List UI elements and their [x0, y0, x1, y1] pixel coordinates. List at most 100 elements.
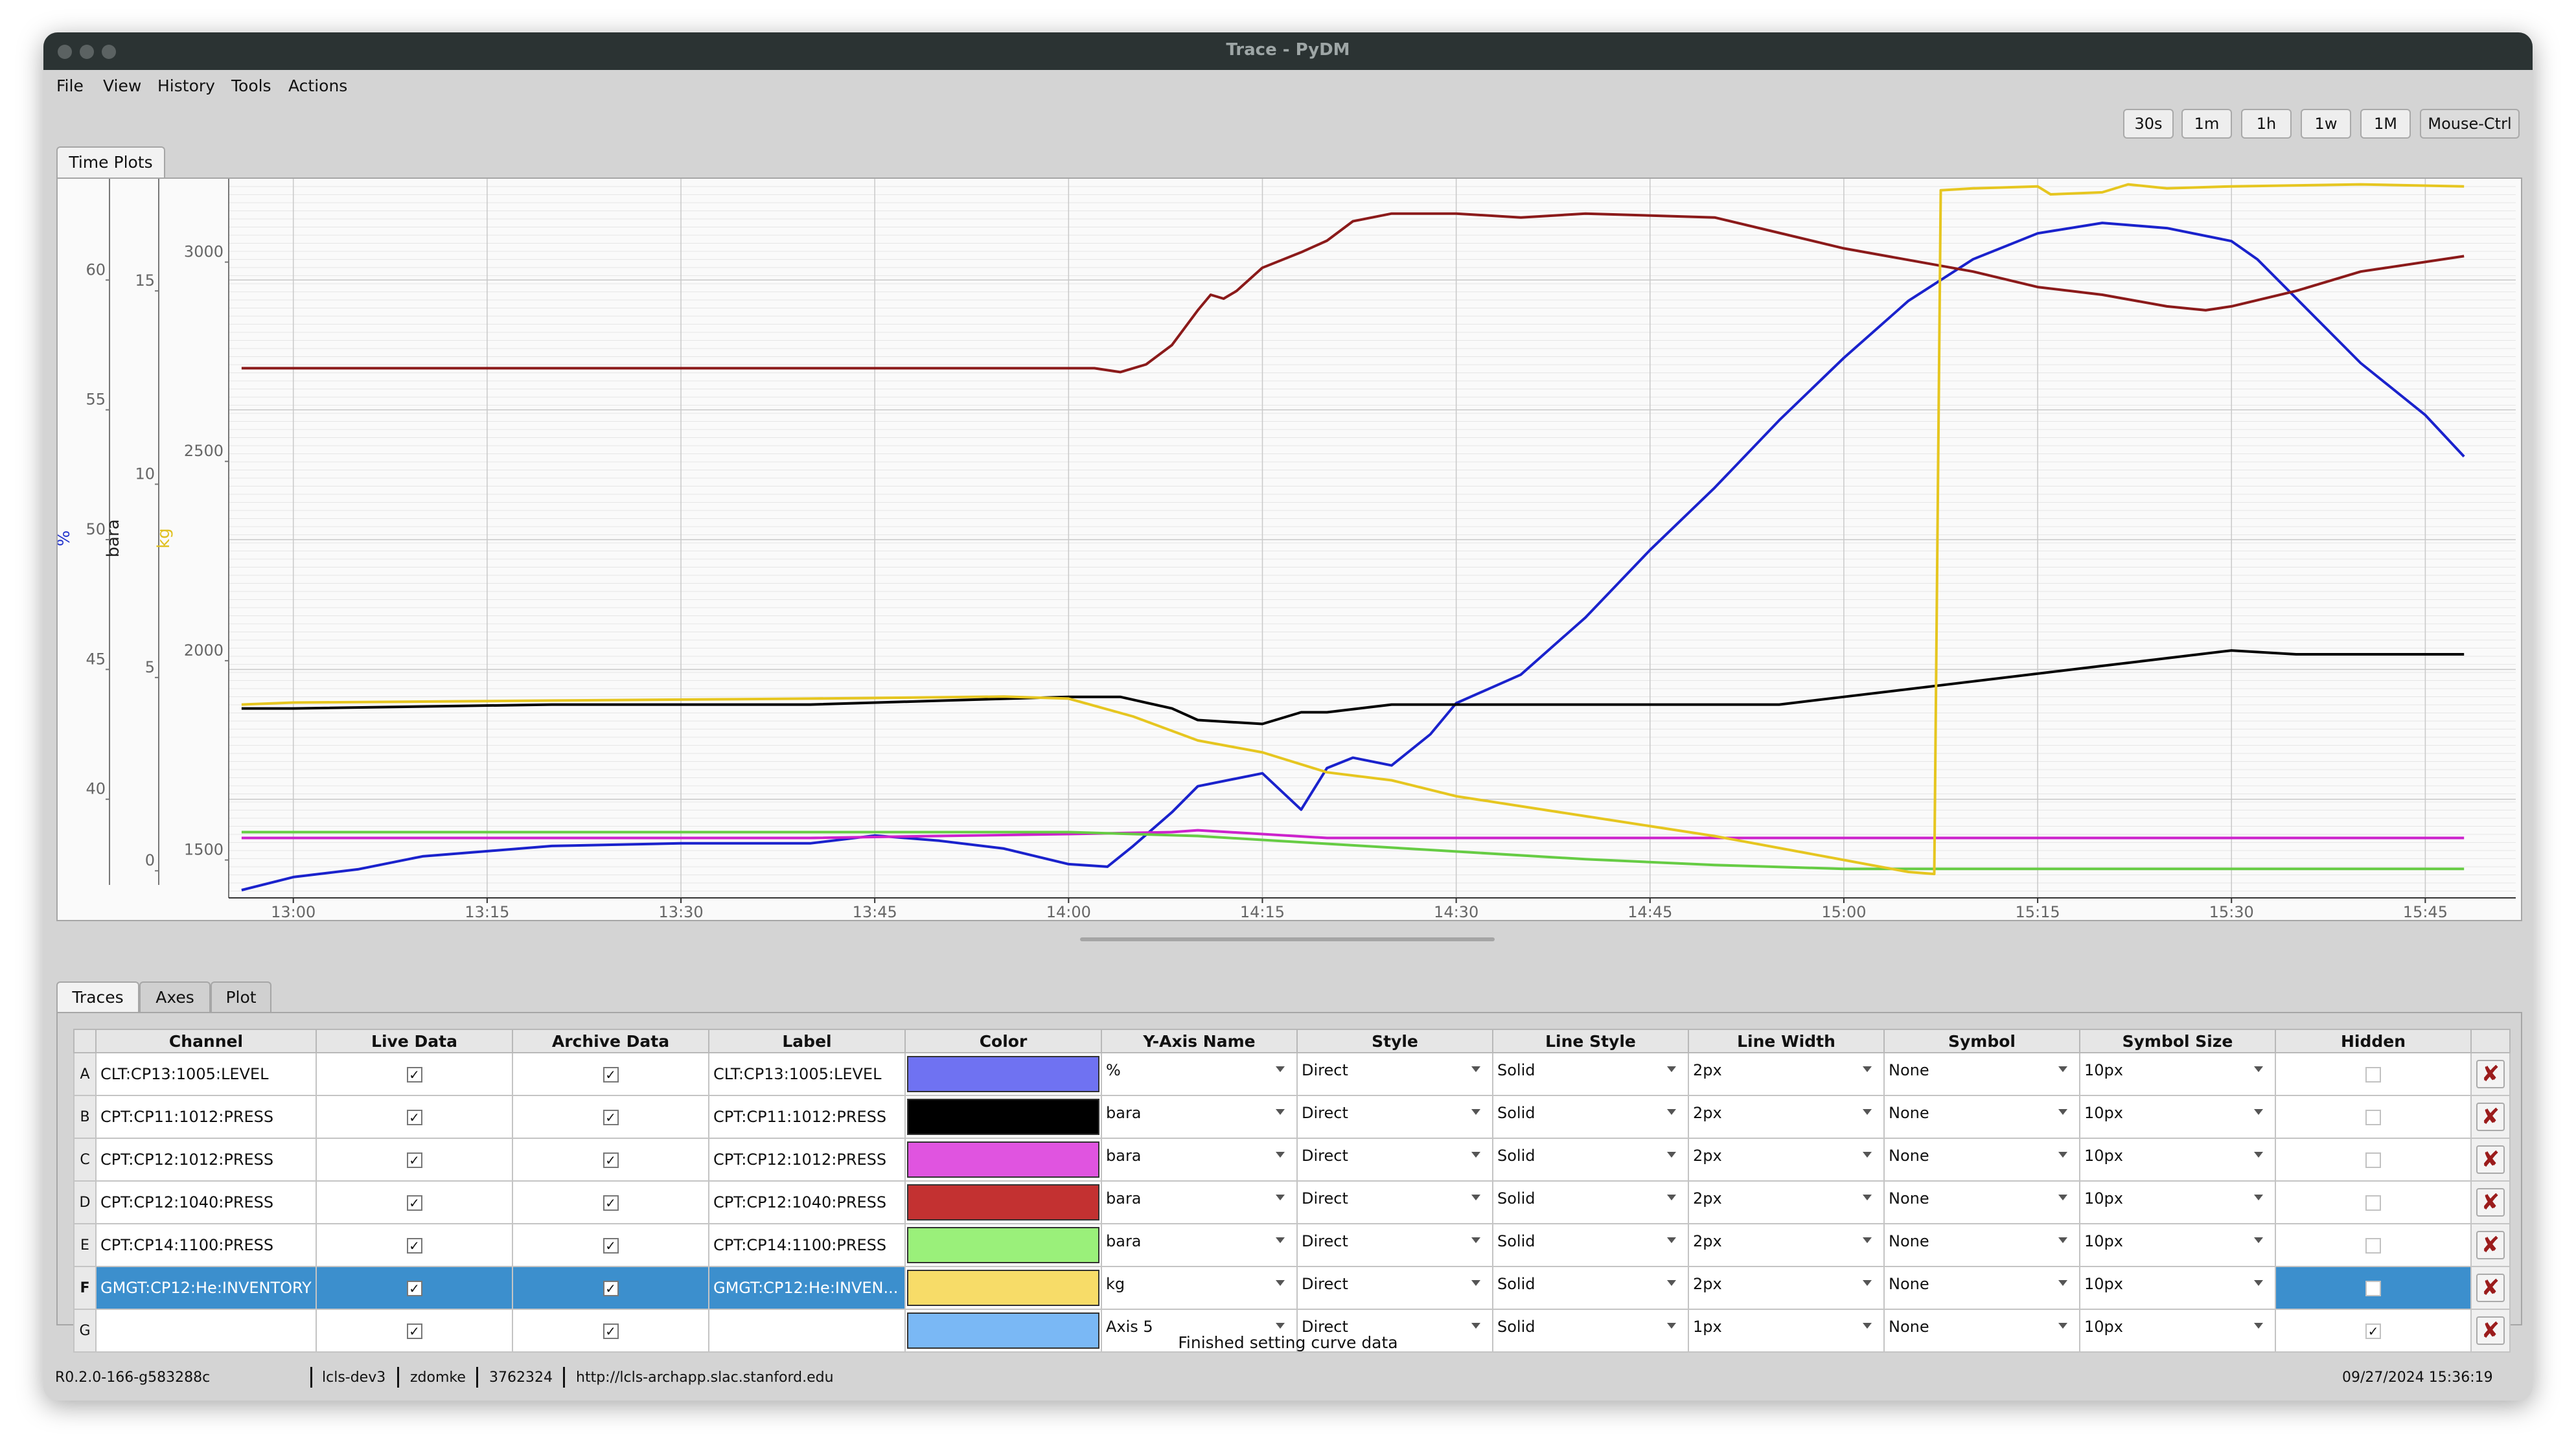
- mouse-ctrl-button[interactable]: Mouse-Ctrl: [2420, 109, 2520, 139]
- row-header[interactable]: E: [73, 1223, 97, 1267]
- y-axis-dropdown[interactable]: bara: [1106, 1097, 1296, 1137]
- y-axis-dropdown[interactable]: bara: [1106, 1225, 1296, 1265]
- live-data-checkbox[interactable]: ✓: [406, 1238, 422, 1254]
- line-style-dropdown[interactable]: Solid: [1497, 1311, 1687, 1351]
- style-dropdown[interactable]: Direct: [1302, 1268, 1491, 1308]
- symbol-dropdown[interactable]: None: [1889, 1054, 2078, 1094]
- header-live-data[interactable]: Live Data: [316, 1029, 513, 1053]
- archive-data-checkbox[interactable]: ✓: [603, 1067, 619, 1083]
- header-hidden[interactable]: Hidden: [2275, 1029, 2472, 1053]
- symbol-size-dropdown[interactable]: 10px: [2084, 1225, 2274, 1265]
- range-30s-button[interactable]: 30s: [2123, 109, 2174, 139]
- delete-curve-button[interactable]: ✘: [2476, 1274, 2505, 1302]
- line-style-dropdown[interactable]: Solid: [1497, 1140, 1687, 1180]
- label-cell[interactable]: CPT:CP12:1012:PRESS: [708, 1138, 906, 1182]
- color-swatch[interactable]: [907, 1141, 1099, 1178]
- archive-data-checkbox[interactable]: ✓: [603, 1281, 619, 1296]
- maximize-window-icon[interactable]: [102, 45, 116, 59]
- live-data-checkbox[interactable]: ✓: [406, 1067, 422, 1083]
- header-style[interactable]: Style: [1296, 1029, 1493, 1053]
- symbol-size-dropdown[interactable]: 10px: [2084, 1182, 2274, 1222]
- line-width-dropdown[interactable]: 2px: [1693, 1140, 1883, 1180]
- symbol-size-dropdown[interactable]: 10px: [2084, 1097, 2274, 1137]
- line-width-dropdown[interactable]: 2px: [1693, 1054, 1883, 1094]
- label-cell[interactable]: CLT:CP13:1005:LEVEL: [708, 1052, 906, 1096]
- hidden-checkbox[interactable]: [2365, 1067, 2381, 1083]
- style-dropdown[interactable]: Direct: [1302, 1311, 1491, 1351]
- label-cell[interactable]: [708, 1309, 906, 1353]
- symbol-size-dropdown[interactable]: 10px: [2084, 1054, 2274, 1094]
- color-swatch[interactable]: [907, 1312, 1099, 1349]
- color-swatch[interactable]: [907, 1056, 1099, 1092]
- y-axis-dropdown[interactable]: Axis 5: [1106, 1311, 1296, 1351]
- menu-history[interactable]: History: [157, 76, 215, 95]
- color-swatch[interactable]: [907, 1099, 1099, 1135]
- live-data-checkbox[interactable]: ✓: [406, 1110, 422, 1125]
- hidden-checkbox[interactable]: [2365, 1195, 2381, 1211]
- panel-splitter-handle[interactable]: [1080, 937, 1495, 941]
- hidden-checkbox[interactable]: [2365, 1110, 2381, 1125]
- y-axis-dropdown[interactable]: %: [1106, 1054, 1296, 1094]
- menu-actions[interactable]: Actions: [288, 76, 348, 95]
- channel-cell[interactable]: CPT:CP11:1012:PRESS: [95, 1095, 317, 1139]
- range-1w-button[interactable]: 1w: [2301, 109, 2351, 139]
- table-row[interactable]: F GMGT:CP12:He:INVENTORY ✓ ✓ GMGT:CP12:He:IN…: [73, 1266, 2511, 1310]
- row-header[interactable]: D: [73, 1180, 97, 1224]
- line-width-dropdown[interactable]: 2px: [1693, 1182, 1883, 1222]
- symbol-dropdown[interactable]: None: [1889, 1140, 2078, 1180]
- style-dropdown[interactable]: Direct: [1302, 1054, 1491, 1094]
- line-width-dropdown[interactable]: 2px: [1693, 1097, 1883, 1137]
- delete-curve-button[interactable]: ✘: [2476, 1188, 2505, 1217]
- channel-cell[interactable]: CPT:CP12:1040:PRESS: [95, 1180, 317, 1224]
- live-data-checkbox[interactable]: ✓: [406, 1323, 422, 1339]
- row-header[interactable]: B: [73, 1095, 97, 1139]
- table-row[interactable]: D CPT:CP12:1040:PRESS ✓ ✓ CPT:CP12:1040:PRES…: [73, 1180, 2511, 1224]
- table-row[interactable]: A CLT:CP13:1005:LEVEL ✓ ✓ CLT:CP13:1005:LEVE…: [73, 1052, 2511, 1096]
- label-cell[interactable]: CPT:CP11:1012:PRESS: [708, 1095, 906, 1139]
- y-axis-dropdown[interactable]: bara: [1106, 1182, 1296, 1222]
- tab-axes[interactable]: Axes: [139, 981, 211, 1013]
- delete-curve-button[interactable]: ✘: [2476, 1060, 2505, 1088]
- live-data-checkbox[interactable]: ✓: [406, 1152, 422, 1168]
- label-cell[interactable]: CPT:CP14:1100:PRESS: [708, 1223, 906, 1267]
- range-1m-button[interactable]: 1m: [2181, 109, 2232, 139]
- hidden-checkbox[interactable]: ✓: [2365, 1323, 2381, 1339]
- range-1M-button[interactable]: 1M: [2360, 109, 2411, 139]
- archive-data-checkbox[interactable]: ✓: [603, 1152, 619, 1168]
- symbol-dropdown[interactable]: None: [1889, 1182, 2078, 1222]
- header-symbol-size[interactable]: Symbol Size: [2079, 1029, 2276, 1053]
- label-cell[interactable]: GMGT:CP12:He:INVEN...: [708, 1266, 906, 1310]
- close-window-icon[interactable]: [58, 45, 72, 59]
- table-row[interactable]: G ✓ ✓ Axis 5 Direct Solid 1px None 10px ✓ ✘: [73, 1309, 2511, 1353]
- channel-cell[interactable]: GMGT:CP12:He:INVENTORY: [95, 1266, 317, 1310]
- row-header[interactable]: A: [73, 1052, 97, 1096]
- line-style-dropdown[interactable]: Solid: [1497, 1054, 1687, 1094]
- symbol-dropdown[interactable]: None: [1889, 1268, 2078, 1308]
- minimize-window-icon[interactable]: [80, 45, 94, 59]
- row-header[interactable]: G: [73, 1309, 97, 1353]
- header-symbol[interactable]: Symbol: [1883, 1029, 2080, 1053]
- symbol-dropdown[interactable]: None: [1889, 1225, 2078, 1265]
- tab-time-plots[interactable]: Time Plots: [56, 146, 165, 178]
- symbol-size-dropdown[interactable]: 10px: [2084, 1268, 2274, 1308]
- live-data-checkbox[interactable]: ✓: [406, 1281, 422, 1296]
- symbol-size-dropdown[interactable]: 10px: [2084, 1140, 2274, 1180]
- range-1h-button[interactable]: 1h: [2241, 109, 2292, 139]
- channel-cell[interactable]: CPT:CP14:1100:PRESS: [95, 1223, 317, 1267]
- header-line-width[interactable]: Line Width: [1688, 1029, 1885, 1053]
- channel-cell[interactable]: CPT:CP12:1012:PRESS: [95, 1138, 317, 1182]
- style-dropdown[interactable]: Direct: [1302, 1225, 1491, 1265]
- style-dropdown[interactable]: Direct: [1302, 1140, 1491, 1180]
- row-header[interactable]: F: [73, 1266, 97, 1310]
- delete-curve-button[interactable]: ✘: [2476, 1145, 2505, 1174]
- table-row[interactable]: E CPT:CP14:1100:PRESS ✓ ✓ CPT:CP14:1100:PRES…: [73, 1223, 2511, 1267]
- symbol-size-dropdown[interactable]: 10px: [2084, 1311, 2274, 1351]
- archive-data-checkbox[interactable]: ✓: [603, 1323, 619, 1339]
- line-style-dropdown[interactable]: Solid: [1497, 1225, 1687, 1265]
- line-width-dropdown[interactable]: 1px: [1693, 1311, 1883, 1351]
- archive-data-checkbox[interactable]: ✓: [603, 1195, 619, 1211]
- table-row[interactable]: C CPT:CP12:1012:PRESS ✓ ✓ CPT:CP12:1012:PRES…: [73, 1138, 2511, 1182]
- hidden-checkbox[interactable]: [2365, 1152, 2381, 1168]
- tab-plot[interactable]: Plot: [211, 981, 271, 1013]
- delete-curve-button[interactable]: ✘: [2476, 1316, 2505, 1345]
